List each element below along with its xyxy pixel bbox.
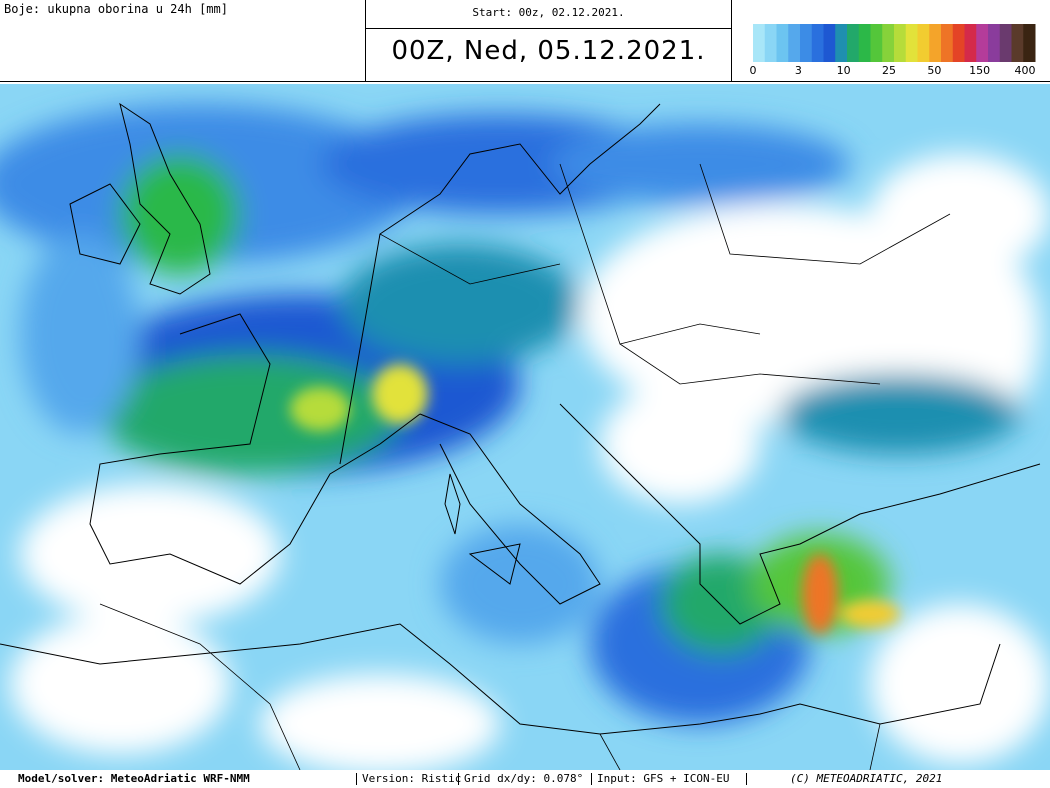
colorbar-tick-label: 50 — [927, 64, 941, 77]
colorbar-swatch — [847, 24, 860, 62]
colorbar-swatch — [776, 24, 789, 62]
model-info: Model/solver: MeteoAdriatic WRF-NMM — [18, 772, 250, 785]
colorbar-swatch — [929, 24, 942, 62]
start-time: Start: 00z, 02.12.2021. — [472, 6, 625, 19]
colorbar: 0 3 10 25 50 150 400 — [750, 24, 1036, 77]
grid-info: Grid dx/dy: 0.078° — [464, 772, 584, 785]
divider — [366, 28, 731, 29]
colorbar-tick-label: 150 — [969, 64, 990, 77]
precip-maxima — [290, 364, 900, 634]
borders — [99, 163, 951, 770]
valid-time: 00Z, Ned, 05.12.2021. — [391, 36, 706, 66]
colorbar-swatch — [894, 24, 907, 62]
colorbar-swatch — [988, 24, 1001, 62]
precipitation-map — [0, 84, 1050, 770]
colorbar-swatch — [800, 24, 813, 62]
separator — [356, 773, 357, 785]
colorbar-swatch — [1023, 24, 1036, 62]
colorbar-tick-label: 25 — [882, 64, 896, 77]
separator — [746, 773, 747, 785]
colorbar-swatch — [1011, 24, 1024, 62]
copyright: (C) METEOADRIATIC, 2021 — [790, 772, 943, 785]
colorbar-swatch — [964, 24, 977, 62]
header-middle: Start: 00z, 02.12.2021. 00Z, Ned, 05.12.… — [366, 0, 732, 82]
colorbar-swatch — [976, 24, 989, 62]
colorbar-swatch — [788, 24, 801, 62]
input-info: Input: GFS + ICON-EU — [597, 772, 730, 785]
colorbar-swatch — [870, 24, 883, 62]
separator — [458, 773, 459, 785]
coastlines — [0, 102, 1041, 735]
header-right: 0 3 10 25 50 150 400 — [732, 0, 1050, 82]
header-left: Boje: ukupna oborina u 24h [mm] — [0, 0, 366, 82]
colorbar-swatch — [811, 24, 824, 62]
colorbar-swatch — [917, 24, 930, 62]
colorbar-swatch — [905, 24, 918, 62]
colorbar-tick-label: 400 — [1015, 64, 1036, 77]
colorbar-swatch — [952, 24, 965, 62]
colorbar-swatch — [835, 24, 848, 62]
version-info: Version: Ristic — [362, 772, 462, 785]
separator — [591, 773, 592, 785]
colorbar-swatch — [753, 24, 766, 62]
colorbar-swatch — [764, 24, 777, 62]
colorbar-swatch — [823, 24, 836, 62]
colorbar-swatch — [999, 24, 1012, 62]
colorbar-swatch — [858, 24, 871, 62]
colorbar-swatch — [882, 24, 895, 62]
colorbar-swatch — [941, 24, 954, 62]
precip-field — [0, 104, 1050, 770]
variable-label: Boje: ukupna oborina u 24h [mm] — [4, 2, 228, 16]
colorbar-tick-label: 10 — [837, 64, 851, 77]
colorbar-tick-label: 0 — [750, 64, 757, 77]
footer: Model/solver: MeteoAdriatic WRF-NMM Vers… — [0, 770, 1050, 788]
colorbar-tick-label: 3 — [795, 64, 802, 77]
